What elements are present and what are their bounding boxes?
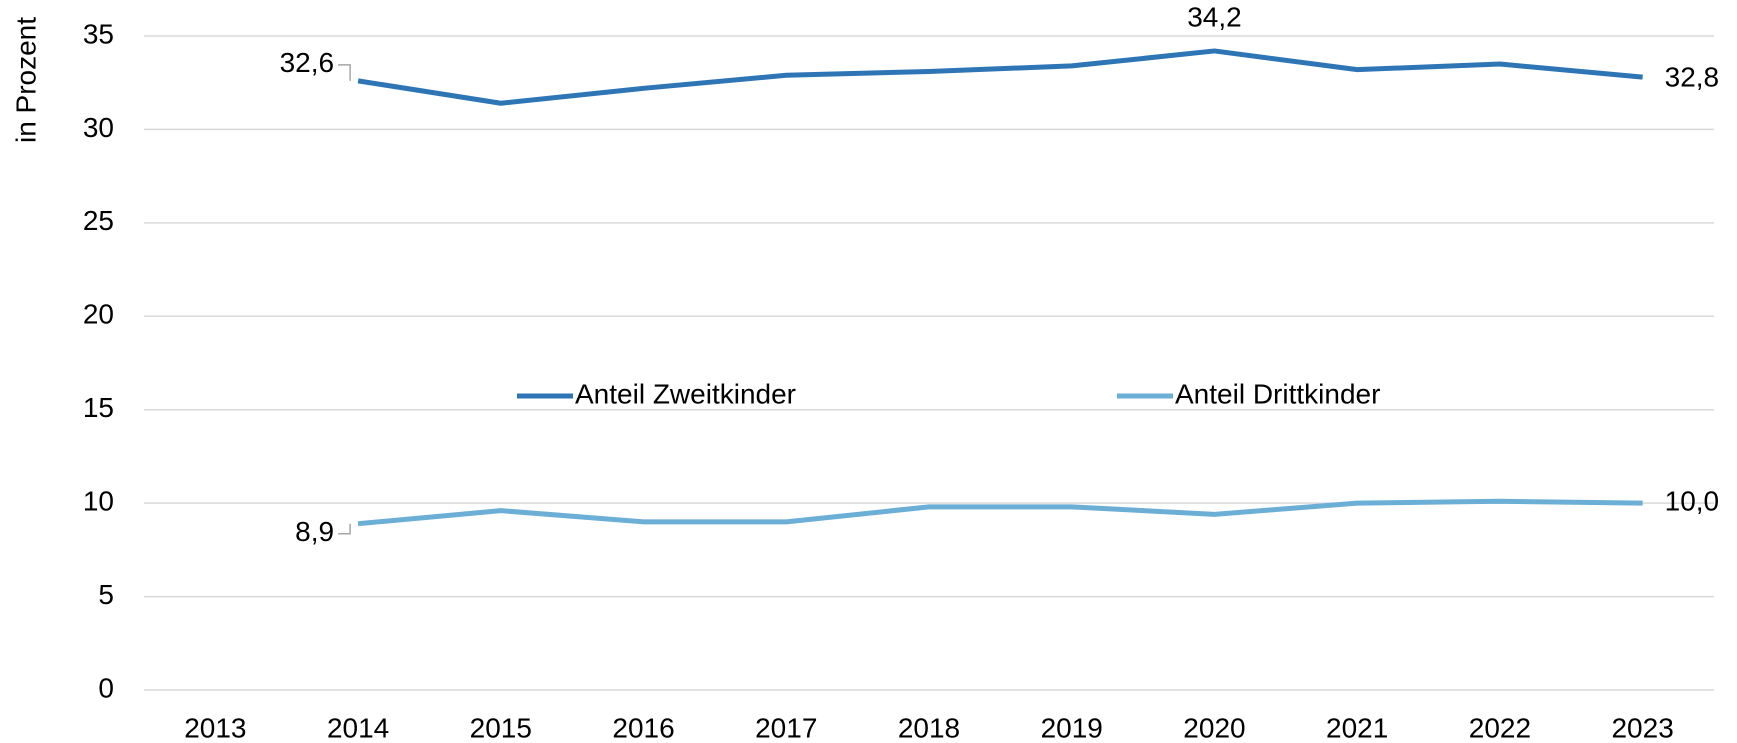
leader-line: [338, 64, 351, 81]
x-tick-label: 2013: [184, 712, 246, 743]
data-label: 32,6: [280, 47, 335, 78]
x-tick-label: 2022: [1469, 712, 1531, 743]
x-tick-label: 2015: [470, 712, 532, 743]
x-tick-label: 2023: [1611, 712, 1673, 743]
line: [357, 48, 1643, 106]
x-tick-label: 2021: [1326, 712, 1388, 743]
x-tick-label: 2018: [898, 712, 960, 743]
x-tick-label: 2016: [612, 712, 674, 743]
y-axis-label: in Prozent: [10, 17, 41, 143]
x-tick-label: 2020: [1183, 712, 1245, 743]
data-label: 8,9: [295, 516, 334, 547]
y-tick-label: 15: [83, 392, 114, 423]
legend-label: Anteil Drittkinder: [1175, 378, 1380, 409]
y-tick-label: 0: [98, 672, 114, 703]
data-label: 32,8: [1665, 61, 1720, 92]
leader-line: [338, 523, 351, 535]
y-tick-label: 25: [83, 205, 114, 236]
y-tick-label: 35: [83, 18, 114, 49]
data-label: 10,0: [1665, 486, 1720, 517]
y-tick-label: 5: [98, 579, 114, 610]
x-tick-label: 2017: [755, 712, 817, 743]
legend-label: Anteil Zweitkinder: [575, 378, 796, 409]
y-tick-label: 20: [83, 299, 114, 330]
x-tick-label: 2014: [327, 712, 389, 743]
x-tick-label: 2019: [1041, 712, 1103, 743]
data-label: 34,2: [1187, 1, 1242, 32]
line: [357, 498, 1643, 527]
y-tick-label: 10: [83, 486, 114, 517]
y-tick-label: 30: [83, 112, 114, 143]
